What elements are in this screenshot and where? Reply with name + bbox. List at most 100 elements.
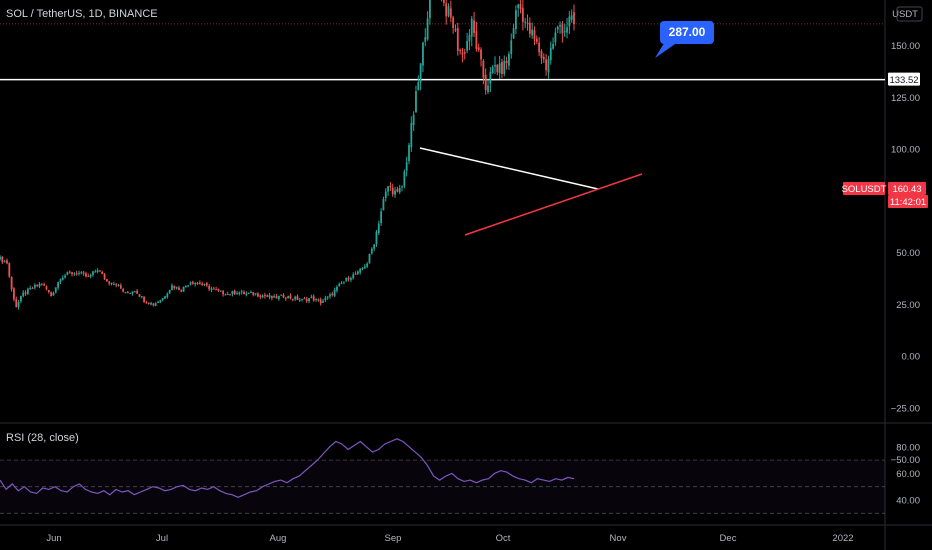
candle-body: [284, 297, 287, 299]
rsi-band-fill: [0, 460, 885, 514]
candle-body: [305, 298, 308, 302]
candle-body: [15, 298, 18, 308]
horizontal-levels[interactable]: [0, 0, 885, 81]
candle-body: [161, 298, 164, 300]
candle-body: [570, 15, 573, 20]
time-tick-label: Sep: [385, 533, 402, 544]
candle-body: [289, 295, 292, 299]
candle-body: [40, 284, 43, 286]
candle-body: [426, 18, 429, 40]
time-axis[interactable]: Jun Jul Aug Sep Oct Nov Dec 2022: [46, 533, 853, 544]
candle-body: [340, 283, 343, 285]
candle-body: [280, 294, 283, 296]
candle-body: [463, 52, 466, 54]
candle-body: [296, 296, 299, 301]
rsi-title[interactable]: RSI (28, close): [6, 432, 79, 444]
candle-body: [243, 291, 245, 295]
candle-body: [164, 296, 166, 299]
candle-body: [336, 286, 338, 291]
candle-body: [394, 190, 396, 195]
candle-body: [384, 191, 387, 199]
candle-body: [521, 7, 524, 22]
price-axis[interactable]: 300.00275.00250.00225.00200.00175.00150.…: [891, 0, 923, 466]
callout-pointer: [655, 40, 678, 58]
candle-body: [140, 296, 143, 298]
candle-body: [110, 282, 113, 285]
candle-body: [10, 277, 13, 290]
candle-body: [231, 291, 234, 295]
candle-body: [322, 300, 324, 303]
candle-body: [317, 299, 320, 301]
rsi-axis[interactable]: 80.00 60.00 40.00: [896, 442, 920, 506]
price-tick-label: 150.00: [891, 41, 920, 52]
candle-body: [250, 292, 252, 294]
candle-body: [526, 22, 529, 24]
candle-body: [99, 270, 101, 272]
candle-body: [222, 291, 224, 295]
lower-level-tag-text: 133.52: [889, 75, 918, 86]
candle-body: [119, 285, 122, 289]
candle-body: [461, 52, 464, 55]
candle-body: [24, 292, 27, 294]
candle-body: [501, 61, 503, 74]
candle-body: [405, 162, 408, 171]
candle-body: [515, 10, 517, 29]
candle-body: [559, 24, 561, 27]
candle-body: [491, 67, 494, 73]
candle-body: [68, 271, 71, 273]
candle-body: [20, 296, 22, 302]
candle-body: [22, 292, 25, 297]
candle-body: [133, 291, 136, 293]
candle-body: [143, 296, 145, 303]
candle-body: [236, 293, 238, 295]
candle-body: [510, 40, 513, 54]
candle-body: [419, 63, 422, 83]
triangle-pattern[interactable]: [419, 147, 643, 236]
candle-body: [268, 295, 271, 298]
candle-body: [566, 27, 568, 33]
candle-body: [92, 271, 94, 275]
candle-body: [547, 59, 550, 73]
candle-body: [498, 63, 501, 74]
target-callout[interactable]: 287.00: [655, 21, 714, 58]
candle-body: [326, 296, 329, 298]
candle-body: [226, 293, 229, 295]
candle-body: [573, 12, 575, 25]
candle-body: [468, 35, 471, 42]
rsi-tick-label: 40.00: [896, 496, 920, 507]
last-price-tag-box: [888, 182, 926, 195]
lower-level-tag-box: [888, 72, 920, 86]
candle-body: [96, 270, 99, 272]
candle-body: [3, 261, 6, 263]
candle-body: [445, 3, 448, 17]
candle-body: [345, 277, 348, 281]
candle-body: [482, 60, 485, 78]
candle-body: [568, 16, 571, 27]
candle-body: [115, 284, 118, 286]
candle-body: [215, 289, 218, 291]
candle-body: [196, 282, 199, 284]
last-price-tag-text: 160.43: [892, 184, 921, 195]
currency-label: USDT: [892, 9, 918, 20]
time-tick-label: Jul: [156, 533, 168, 544]
candle-body: [442, 0, 445, 3]
candle-body: [410, 122, 413, 148]
symbol-title[interactable]: SOL / TetherUS, 1D, BINANCE: [6, 8, 158, 20]
candle-body: [201, 283, 204, 285]
candle-body: [138, 294, 141, 297]
candle-body: [282, 294, 285, 298]
candle-body: [412, 114, 415, 125]
candle-body: [29, 287, 32, 289]
last-price-tag: 160.43: [888, 182, 926, 195]
candle-body: [247, 293, 250, 295]
price-tick-label: 0.00: [902, 352, 921, 363]
candle-body: [489, 72, 492, 84]
candle-body: [343, 281, 345, 283]
candle-body: [452, 17, 455, 29]
candle-body: [166, 293, 169, 298]
candle-body: [373, 244, 376, 249]
candle-body: [61, 277, 64, 280]
candle-body: [208, 285, 211, 290]
candle-body: [552, 43, 554, 49]
